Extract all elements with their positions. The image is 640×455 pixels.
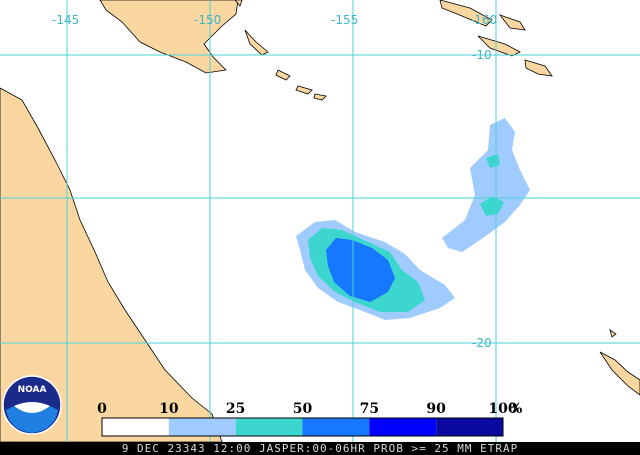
- legend-swatch: [102, 418, 169, 436]
- legend-swatch: [168, 418, 236, 436]
- lon-label: -155: [331, 13, 358, 27]
- lat-label: -20: [472, 336, 492, 350]
- footer-text: 9 DEC 23343 12:00 JASPER:00-06HR PROB >=…: [122, 442, 518, 455]
- lon-label: -160: [470, 13, 497, 27]
- legend-label: 50: [293, 401, 313, 417]
- legend-label: 90: [426, 401, 446, 417]
- legend-swatch: [369, 418, 437, 436]
- legend: 0 10 25 50 75 90 100%: [97, 401, 522, 437]
- legend-label: 100: [488, 401, 517, 417]
- lon-label: -150: [194, 13, 221, 27]
- probability-areas: [296, 118, 530, 320]
- lon-label: -145: [52, 13, 79, 27]
- legend-label: 0: [97, 401, 107, 417]
- graticule: [0, 0, 640, 442]
- legend-unit: %: [509, 401, 522, 417]
- lat-label: -10: [472, 48, 492, 62]
- noaa-logo: NOAA: [2, 375, 62, 435]
- logo-text: NOAA: [18, 385, 47, 395]
- footer-bar: [0, 442, 640, 455]
- legend-swatch: [235, 418, 303, 436]
- legend-frame: [101, 417, 504, 437]
- legend-swatch: [436, 418, 503, 436]
- legend-label: 25: [226, 401, 245, 417]
- legend-label: 75: [360, 401, 379, 417]
- legend-label: 10: [159, 401, 179, 417]
- legend-swatch: [302, 418, 370, 436]
